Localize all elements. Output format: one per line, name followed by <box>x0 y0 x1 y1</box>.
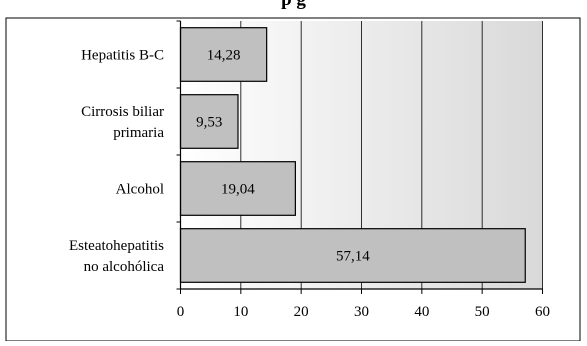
x-tick-label-0: 0 <box>177 304 185 320</box>
x-tick-label-30: 30 <box>354 304 369 320</box>
value-label-3: 57,14 <box>336 249 370 265</box>
x-tick-label-50: 50 <box>475 304 490 320</box>
category-label-1-1: primaria <box>113 125 164 141</box>
category-label-2-0: Alcohol <box>116 182 164 198</box>
category-label-1-0: Cirrosis biliar <box>81 104 164 120</box>
bar-3 <box>179 228 526 283</box>
bar-2 <box>179 161 296 216</box>
category-label-3-0: Esteatohepatitis <box>69 238 164 254</box>
bar-1 <box>179 94 239 149</box>
value-label-2: 19,04 <box>221 182 255 198</box>
x-tick-label-60: 60 <box>535 304 550 320</box>
category-label-3-1: no alcohólica <box>84 259 165 275</box>
value-label-1: 9,53 <box>196 115 222 131</box>
chart-title: p g <box>0 0 587 13</box>
value-label-0: 14,28 <box>207 48 241 64</box>
x-tick-label-40: 40 <box>414 304 429 320</box>
x-tick-label-20: 20 <box>294 304 309 320</box>
x-tick-label-10: 10 <box>233 304 248 320</box>
category-label-0-0: Hepatitis B-C <box>81 48 164 64</box>
